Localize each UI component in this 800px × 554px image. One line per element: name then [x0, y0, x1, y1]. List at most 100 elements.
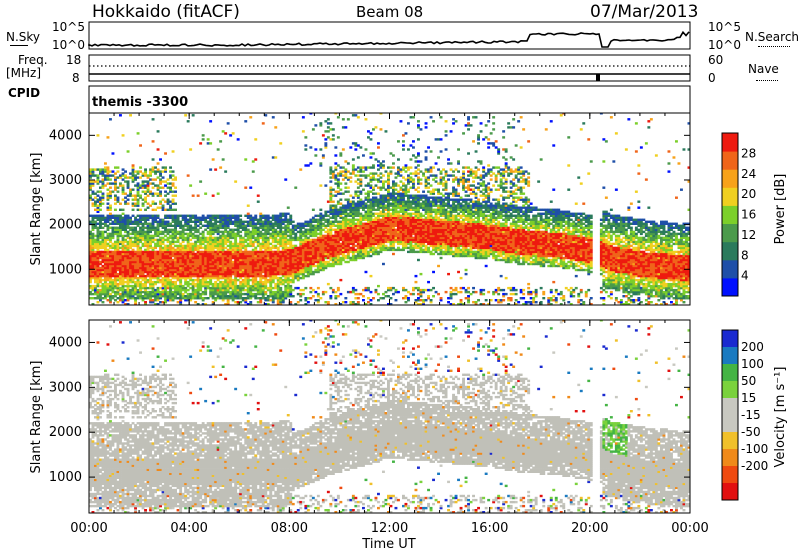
- power-cell: [89, 284, 92, 288]
- power-cell: [219, 297, 223, 300]
- power-cell: [367, 301, 370, 304]
- power-cell: [94, 266, 97, 270]
- power-cell: [204, 292, 208, 296]
- power-cell: [146, 252, 150, 256]
- power-cell: [126, 214, 130, 217]
- power-cell: [161, 301, 165, 304]
- power-cell: [377, 192, 380, 195]
- power-cell: [141, 226, 145, 229]
- power-cell: [104, 162, 107, 165]
- power-cell: [344, 248, 348, 252]
- power-cell: [139, 214, 142, 217]
- power-cell: [99, 295, 102, 298]
- power-cell: [184, 218, 188, 221]
- power-cell: [346, 214, 350, 217]
- nsky-tick-high: 10^5: [52, 20, 85, 34]
- power-cell: [154, 172, 157, 175]
- power-cell: [236, 224, 240, 227]
- power-cell: [111, 220, 115, 223]
- power-cell: [271, 278, 275, 282]
- power-cell: [264, 274, 268, 278]
- power-cell: [94, 214, 97, 217]
- power-cell: [377, 226, 380, 229]
- power-cell: [184, 232, 188, 236]
- power-cell: [266, 280, 270, 284]
- power-cell: [389, 234, 393, 238]
- power-cell: [174, 284, 177, 288]
- power-cell: [286, 222, 290, 225]
- power-cell: [271, 260, 275, 264]
- power-cell: [164, 208, 167, 211]
- power-cell: [374, 216, 378, 219]
- power-cell: [139, 228, 142, 231]
- power-cell: [329, 222, 333, 225]
- power-cell: [201, 284, 205, 288]
- power-cell: [126, 272, 130, 276]
- power-cell: [169, 200, 172, 203]
- power-cell: [184, 238, 188, 242]
- power-cell: [89, 290, 92, 294]
- power-cell: [156, 206, 160, 209]
- power-cell: [111, 250, 115, 254]
- power-cell: [387, 286, 390, 290]
- power-cell: [89, 266, 92, 270]
- power-cell: [94, 272, 97, 276]
- power-cell: [324, 240, 328, 244]
- power-cell: [284, 252, 288, 256]
- power-cell: [134, 242, 137, 246]
- power-cell: [276, 264, 280, 268]
- power-cell: [181, 252, 185, 256]
- power-cell: [144, 220, 147, 223]
- power-cell: [144, 264, 147, 268]
- power-cell: [362, 224, 365, 227]
- power-cell: [154, 214, 157, 217]
- power-cell: [229, 234, 233, 238]
- power-cell: [379, 228, 383, 231]
- power-cell: [154, 266, 157, 270]
- power-cell: [129, 188, 132, 191]
- power-cell: [299, 268, 303, 272]
- power-cell: [226, 258, 230, 262]
- power-cell: [356, 194, 360, 197]
- power-cell: [169, 222, 172, 225]
- power-cell: [384, 206, 388, 209]
- power-cell: [319, 216, 323, 219]
- power-cell: [264, 244, 268, 248]
- power-cell: [99, 288, 102, 292]
- power-cell: [134, 174, 137, 177]
- power-cell: [91, 268, 95, 272]
- power-cell: [271, 228, 275, 231]
- power-cell: [116, 220, 120, 223]
- power-cell: [126, 198, 130, 201]
- power-cell: [211, 258, 215, 262]
- power-cell: [276, 278, 280, 282]
- power-cell: [246, 258, 250, 262]
- power-cell: [374, 158, 378, 161]
- power-cell: [186, 274, 190, 278]
- power-cell: [104, 220, 107, 223]
- power-cell: [124, 262, 127, 266]
- power-cell: [382, 160, 385, 163]
- power-cell: [186, 256, 190, 260]
- power-cell: [379, 220, 383, 223]
- power-cell: [126, 286, 130, 290]
- power-cell: [171, 299, 175, 302]
- power-cell: [279, 224, 283, 227]
- power-cell: [241, 274, 245, 278]
- power-cell: [191, 226, 195, 229]
- power-cell: [389, 236, 393, 240]
- power-cell: [301, 230, 305, 234]
- power-cell: [264, 282, 268, 286]
- power-cell: [372, 204, 375, 207]
- power-cell: [389, 244, 393, 248]
- power-cell: [261, 234, 265, 238]
- power-cell: [186, 260, 190, 264]
- power-cell: [114, 228, 117, 231]
- power-cell: [134, 256, 137, 260]
- power-cell: [344, 206, 348, 209]
- power-cell: [131, 164, 135, 167]
- power-cell: [319, 252, 323, 256]
- power-cell: [121, 292, 125, 296]
- power-cell: [331, 236, 335, 240]
- power-cell: [304, 297, 308, 300]
